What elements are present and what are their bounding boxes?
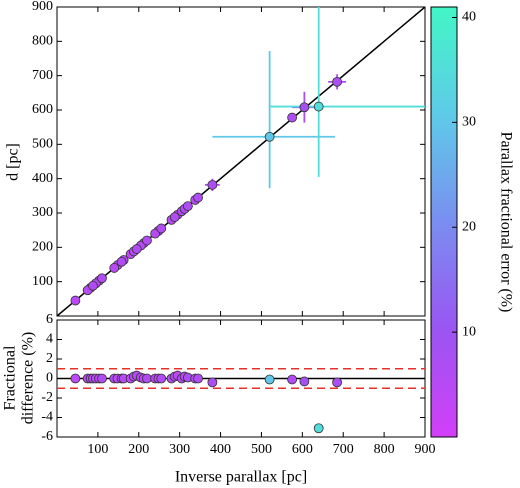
point [287, 112, 298, 123]
y-tick-label: 700 [32, 68, 53, 83]
point [193, 192, 203, 203]
y-tick-label: 600 [32, 102, 53, 117]
y-tick-label: 100 [32, 274, 53, 289]
point [207, 179, 218, 190]
x-tick-label: 900 [415, 442, 436, 457]
residual-point [70, 373, 81, 384]
x-tick-label: 600 [292, 442, 313, 457]
colorbar-tick-label: 40 [462, 10, 476, 25]
y-tick-label: -4 [41, 410, 53, 425]
y-tick-label: 6 [46, 312, 53, 327]
residual-point [156, 373, 167, 384]
point [264, 131, 275, 142]
colorbar-label: Parallax fractional error (%) [497, 132, 514, 313]
residual-point [193, 373, 203, 384]
y-tick-label: 800 [32, 34, 53, 49]
point [116, 256, 127, 267]
x-tick-label: 100 [87, 442, 108, 457]
y-tick-label: 500 [32, 137, 53, 152]
top-plot [57, 7, 425, 316]
residual-point [313, 423, 324, 434]
point [97, 273, 107, 284]
point [131, 244, 142, 254]
colorbar-tick-label: 30 [462, 115, 476, 130]
bottom-plot [57, 368, 425, 434]
y-tick-label: 900 [32, 0, 53, 14]
residual-point [142, 373, 152, 384]
point [156, 223, 167, 234]
residual-point [97, 373, 107, 384]
point [299, 102, 310, 113]
point [169, 212, 180, 223]
residual-point [207, 377, 218, 388]
point [70, 295, 81, 306]
point [109, 263, 120, 273]
plot-frame [56, 6, 426, 317]
colorbar [430, 6, 458, 438]
colorbar-tick-label: 10 [462, 324, 476, 339]
point [332, 76, 342, 87]
point [313, 101, 324, 112]
point [88, 280, 98, 291]
y-tick-label: 400 [32, 171, 53, 186]
x-tick-label: 200 [128, 442, 149, 457]
y-tick-label: -6 [41, 429, 53, 444]
y-axis-label: difference (%) [20, 332, 37, 425]
y-axis-label: Fractional [2, 345, 19, 410]
y-tick-label: 0 [46, 371, 53, 386]
y-tick-label: -2 [41, 390, 53, 405]
y-axis-label: d [pc] [5, 143, 22, 181]
x-tick-label: 300 [169, 442, 190, 457]
point [142, 235, 152, 246]
residual-point [332, 377, 342, 388]
x-axis-label: Inverse parallax [pc] [175, 469, 307, 486]
x-tick-label: 400 [210, 442, 231, 457]
y-tick-label: 300 [32, 205, 53, 220]
point [182, 201, 193, 212]
x-tick-label: 800 [374, 442, 395, 457]
x-tick-label: 500 [251, 442, 272, 457]
residual-point [264, 374, 275, 385]
y-tick-label: 4 [46, 332, 53, 347]
residual-point [299, 376, 310, 387]
y-tick-label: 2 [46, 351, 53, 366]
residual-point [287, 374, 298, 385]
x-tick-label: 700 [333, 442, 354, 457]
y-tick-label: 200 [32, 240, 53, 255]
colorbar-tick-label: 20 [462, 219, 476, 234]
